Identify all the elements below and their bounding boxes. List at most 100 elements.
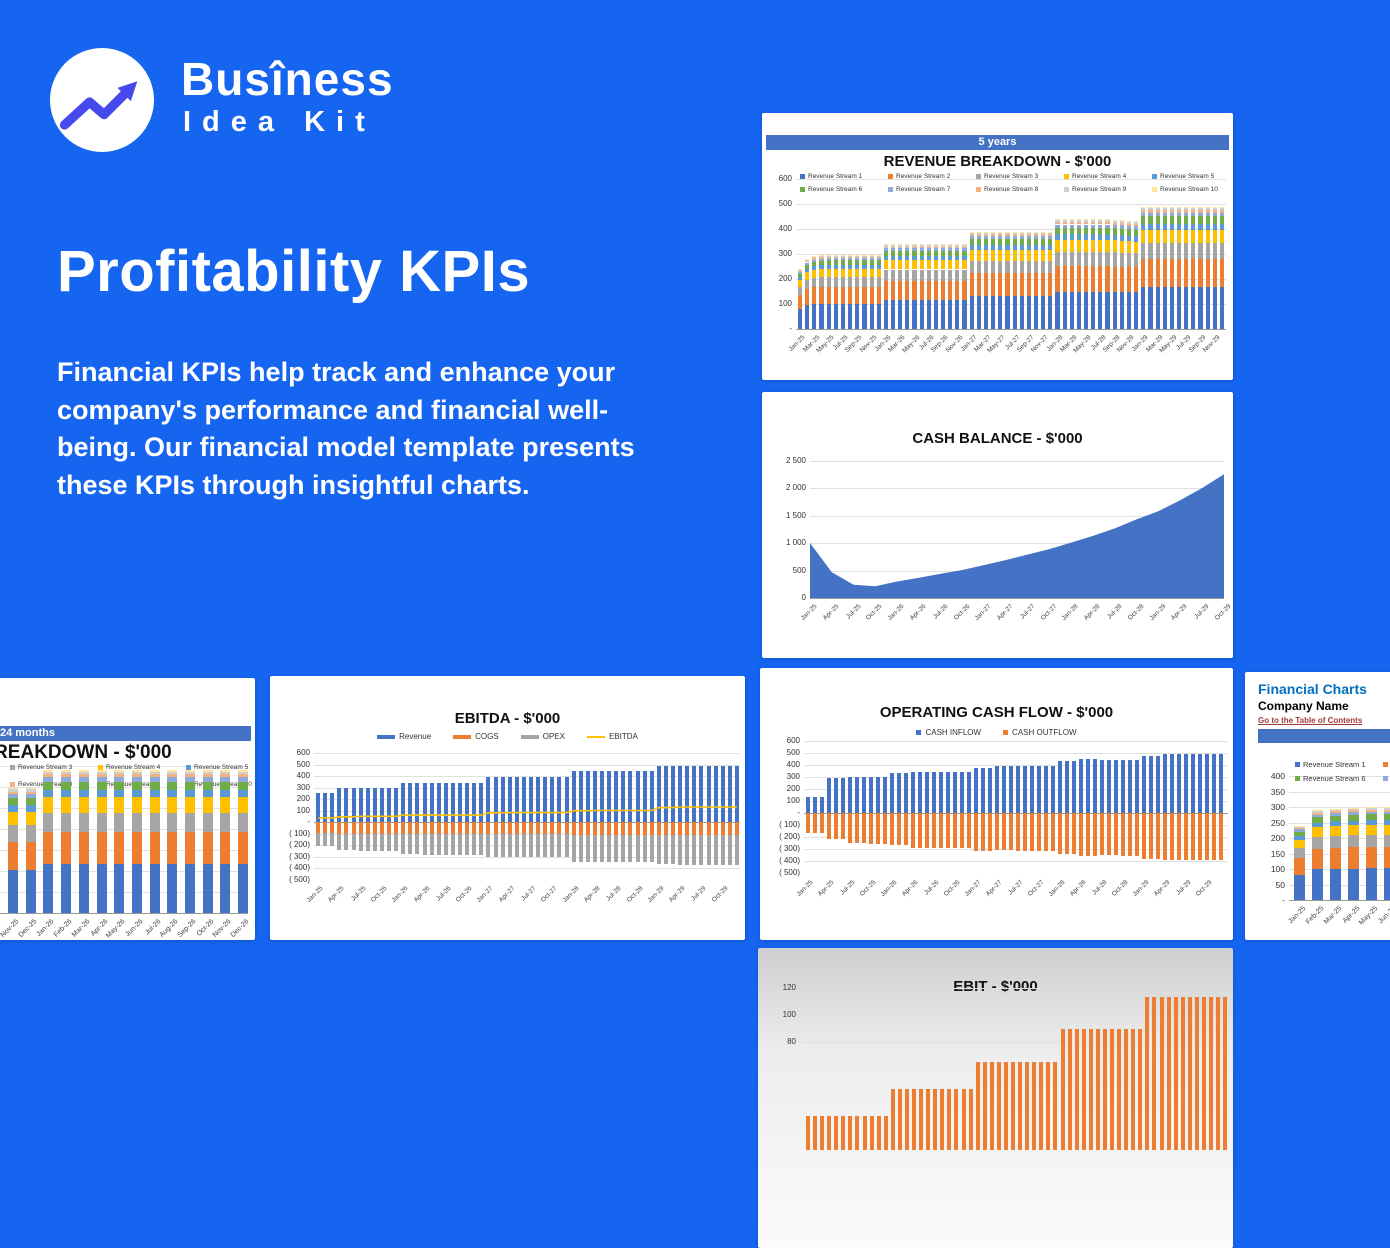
stacked-bar-segment bbox=[1330, 816, 1341, 821]
stacked-bar-segment bbox=[819, 255, 823, 256]
stacked-bar-segment bbox=[26, 812, 36, 826]
stacked-bar-segment bbox=[1220, 224, 1224, 230]
stacked-bar-segment bbox=[1034, 261, 1038, 274]
stacked-bar-segment bbox=[185, 864, 195, 913]
stacked-bar-segment bbox=[1105, 228, 1109, 235]
stacked-bar-segment bbox=[855, 304, 859, 329]
legend-item: Revenue Stream 2 bbox=[888, 173, 950, 180]
stacked-bar-segment bbox=[238, 772, 248, 775]
stacked-bar-segment bbox=[185, 782, 195, 791]
stacked-bar-segment bbox=[97, 770, 107, 771]
stacked-bar-segment bbox=[1070, 219, 1074, 220]
stacked-bar-segment bbox=[927, 251, 931, 256]
stacked-bar-segment bbox=[955, 245, 959, 247]
stacked-bar-segment bbox=[920, 251, 924, 256]
y-axis-label: 100 bbox=[1250, 864, 1285, 874]
stacked-bar-segment bbox=[898, 260, 902, 269]
stacked-bar-segment bbox=[1013, 239, 1017, 245]
stacked-bar-segment bbox=[1294, 828, 1305, 829]
stacked-bar-segment bbox=[1220, 210, 1224, 212]
stacked-bar-segment bbox=[1184, 213, 1188, 217]
stacked-bar-segment bbox=[1220, 207, 1224, 208]
stacked-bar-segment bbox=[941, 260, 945, 269]
stacked-bar-segment bbox=[984, 239, 988, 245]
y-axis-label: 400 bbox=[272, 771, 310, 780]
stacked-bar-segment bbox=[1294, 829, 1305, 831]
stacked-bar-segment bbox=[1294, 826, 1305, 827]
bar bbox=[1037, 813, 1041, 851]
bar bbox=[1079, 759, 1083, 813]
y-axis-label: 100 bbox=[762, 796, 800, 805]
stacked-bar-segment bbox=[1184, 259, 1188, 287]
bar bbox=[969, 1089, 973, 1150]
bar bbox=[953, 813, 957, 848]
stacked-bar-segment bbox=[941, 270, 945, 281]
y-axis-label: 500 bbox=[762, 748, 800, 757]
stacked-bar-segment bbox=[97, 813, 107, 832]
bar bbox=[1086, 813, 1090, 856]
stacked-bar-segment bbox=[1070, 292, 1074, 329]
stacked-bar-segment bbox=[1055, 292, 1059, 329]
stacked-bar-segment bbox=[884, 281, 888, 301]
stacked-bar-segment bbox=[1366, 812, 1377, 815]
legend-swatch bbox=[916, 730, 921, 735]
stacked-bar-segment bbox=[1013, 236, 1017, 239]
stacked-bar-segment bbox=[8, 842, 18, 871]
stacked-bar-segment bbox=[841, 304, 845, 329]
stacked-bar-segment bbox=[1055, 234, 1059, 240]
stacked-bar-segment bbox=[1330, 826, 1341, 836]
y-axis-label: 300 bbox=[764, 249, 792, 258]
stacked-bar-segment bbox=[834, 269, 838, 277]
stacked-bar-segment bbox=[1348, 835, 1359, 847]
bar bbox=[1009, 813, 1013, 850]
bar bbox=[1023, 813, 1027, 851]
stacked-bar-segment bbox=[912, 247, 916, 249]
stacked-bar-segment bbox=[877, 304, 881, 329]
stacked-bar-segment bbox=[1041, 239, 1045, 245]
stacked-bar-segment bbox=[905, 248, 909, 251]
stacked-bar-segment bbox=[61, 782, 71, 791]
stacked-bar-segment bbox=[805, 272, 809, 280]
stacked-bar-segment bbox=[1141, 216, 1145, 223]
stacked-bar-segment bbox=[1134, 267, 1138, 292]
stacked-bar-segment bbox=[912, 256, 916, 260]
stacked-bar-segment bbox=[991, 232, 995, 233]
stacked-bar-segment bbox=[877, 260, 881, 264]
stacked-bar-segment bbox=[834, 255, 838, 256]
stacked-bar-segment bbox=[1348, 815, 1359, 821]
bar bbox=[1082, 1029, 1086, 1151]
stacked-bar-segment bbox=[1013, 261, 1017, 274]
bar bbox=[932, 772, 936, 813]
stacked-bar-segment bbox=[1156, 207, 1160, 208]
stacked-bar-segment bbox=[1084, 220, 1088, 222]
stacked-bar-segment bbox=[862, 287, 866, 304]
stacked-bar-segment bbox=[798, 270, 802, 271]
stacked-bar-segment bbox=[61, 774, 71, 777]
bar bbox=[869, 777, 873, 813]
stacked-bar-segment bbox=[238, 864, 248, 913]
stacked-bar-segment bbox=[26, 789, 36, 792]
stacked-bar-segment bbox=[812, 262, 816, 266]
stacked-bar-segment bbox=[1013, 245, 1017, 250]
legend-item: EBITDA bbox=[587, 732, 638, 741]
stacked-bar-segment bbox=[819, 259, 823, 261]
stacked-bar-segment bbox=[1113, 292, 1117, 329]
stacked-bar-segment bbox=[1027, 273, 1031, 295]
stacked-bar-segment bbox=[26, 792, 36, 795]
stacked-bar-segment bbox=[1084, 252, 1088, 266]
stacked-bar-segment bbox=[1070, 234, 1074, 240]
stacked-bar-segment bbox=[1294, 826, 1305, 827]
stacked-bar-segment bbox=[132, 797, 142, 813]
stacked-bar-segment bbox=[1063, 240, 1067, 252]
stacked-bar-segment bbox=[26, 798, 36, 806]
stacked-bar-segment bbox=[1041, 245, 1045, 250]
stacked-bar-segment bbox=[834, 257, 838, 258]
stacked-bar-segment bbox=[1184, 224, 1188, 230]
gridline bbox=[804, 741, 1228, 742]
stacked-bar-segment bbox=[1384, 810, 1390, 812]
stacked-bar-segment bbox=[1127, 292, 1131, 329]
legend-label: Revenue Stream 8 bbox=[984, 186, 1038, 193]
stacked-bar-segment bbox=[970, 273, 974, 295]
stacked-bar-segment bbox=[805, 289, 809, 305]
bar bbox=[1032, 1062, 1036, 1150]
